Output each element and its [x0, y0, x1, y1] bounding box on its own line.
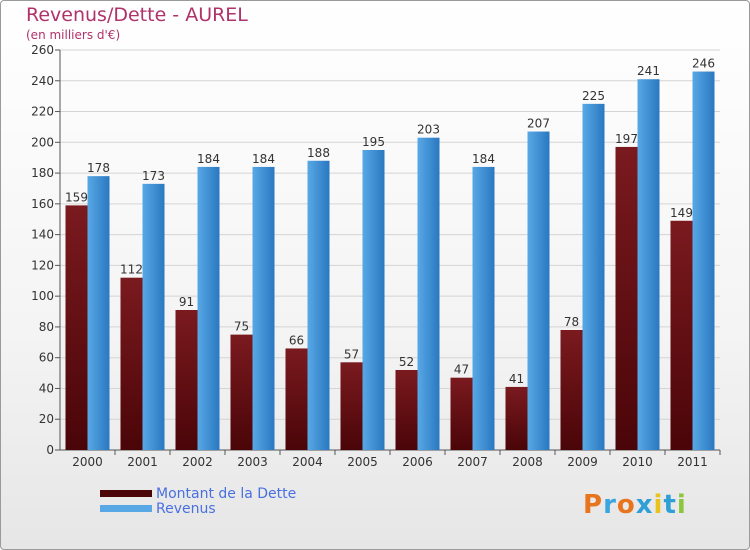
- chart-title: Revenus/Dette - AUREL: [26, 4, 248, 26]
- bar-revenus: [362, 150, 385, 450]
- x-tick-label: 2002: [182, 455, 213, 469]
- bar-dette: [230, 334, 253, 450]
- y-tick-label: 40: [39, 381, 54, 395]
- data-label-dette: 91: [179, 295, 194, 309]
- bar-dette: [285, 348, 308, 450]
- bar-dette: [450, 377, 473, 450]
- bar-revenus: [417, 137, 440, 450]
- x-tick-label: 2009: [567, 455, 598, 469]
- bar-revenus: [197, 166, 220, 450]
- data-label-dette: 149: [670, 206, 693, 220]
- data-label-dette: 78: [564, 315, 579, 329]
- y-tick-label: 200: [31, 135, 54, 149]
- legend-swatch-revenus: [100, 505, 152, 512]
- bar-dette: [670, 220, 693, 450]
- logo-letter: i: [653, 490, 664, 520]
- data-label-revenus: 184: [252, 152, 275, 166]
- data-label-revenus: 188: [307, 146, 330, 160]
- x-tick-label: 2006: [402, 455, 433, 469]
- bar-revenus: [527, 131, 550, 451]
- logo-letter: t: [663, 490, 677, 520]
- x-tick-label: 2011: [677, 455, 708, 469]
- bar-revenus: [87, 176, 110, 450]
- y-tick-label: 80: [39, 320, 54, 334]
- data-label-dette: 57: [344, 347, 359, 361]
- y-tick-label: 160: [31, 197, 54, 211]
- data-label-revenus: 207: [527, 117, 550, 131]
- y-tick-label: 0: [46, 443, 54, 457]
- y-tick-label: 20: [39, 412, 54, 426]
- bar-revenus: [692, 71, 715, 451]
- y-tick-label: 180: [31, 166, 54, 180]
- bars: [65, 71, 715, 451]
- bar-revenus: [252, 166, 275, 450]
- bar-dette: [615, 146, 638, 450]
- bar-dette: [560, 330, 583, 450]
- data-label-dette: 197: [615, 132, 638, 146]
- x-tick-label: 2008: [512, 455, 543, 469]
- data-label-revenus: 203: [417, 123, 440, 137]
- data-label-revenus: 184: [472, 152, 495, 166]
- data-label-dette: 52: [399, 355, 414, 369]
- x-tick-label: 2004: [292, 455, 323, 469]
- logo-letter: o: [616, 490, 636, 520]
- bar-dette: [505, 386, 528, 450]
- y-tick-label: 140: [31, 228, 54, 242]
- x-tick-label: 2000: [72, 455, 103, 469]
- y-tick-label: 220: [31, 105, 54, 119]
- logo-letter: i: [676, 490, 687, 520]
- legend-label-revenus: Revenus: [156, 501, 216, 517]
- y-tick-label: 120: [31, 258, 54, 272]
- x-tick-label: 2001: [127, 455, 158, 469]
- data-label-dette: 66: [289, 333, 304, 347]
- data-label-dette: 112: [120, 263, 143, 277]
- bar-revenus: [472, 166, 495, 450]
- bar-revenus: [637, 79, 660, 450]
- data-label-revenus: 178: [87, 161, 110, 175]
- y-tick-label: 60: [39, 351, 54, 365]
- bar-revenus: [582, 103, 605, 450]
- bar-dette: [395, 370, 418, 450]
- bar-dette: [120, 277, 143, 450]
- data-label-dette: 159: [65, 190, 88, 204]
- y-tick-label: 260: [31, 43, 54, 57]
- bar-dette: [340, 362, 363, 450]
- bar-revenus: [307, 160, 330, 450]
- x-tick-label: 2007: [457, 455, 488, 469]
- bar-dette: [65, 205, 88, 450]
- x-tick-label: 2003: [237, 455, 268, 469]
- axes: 0 20 40 60 80 100 120 140 160 180 200 220 240 260 2000…: [31, 43, 721, 469]
- legend-swatch-dette: [100, 490, 152, 497]
- bar-revenus: [142, 183, 165, 450]
- x-tick-label: 2005: [347, 455, 378, 469]
- data-labels: 159 178 112 173 91 184 75 184 66 188 57 195 52 203 47 1…: [65, 57, 715, 386]
- proxiti-logo: Proxiti: [583, 490, 687, 520]
- data-label-revenus: 225: [582, 89, 605, 103]
- data-label-revenus: 173: [142, 169, 165, 183]
- chart-subtitle: (en milliers d'€): [26, 28, 121, 42]
- logo-letter: x: [635, 490, 654, 520]
- logo-letter: P: [583, 490, 604, 520]
- bar-dette: [175, 310, 198, 450]
- data-label-dette: 47: [454, 363, 469, 377]
- data-label-revenus: 184: [197, 152, 220, 166]
- legend-label-dette: Montant de la Dette: [156, 486, 297, 502]
- data-label-revenus: 246: [692, 57, 715, 71]
- data-label-revenus: 241: [637, 64, 660, 78]
- data-label-dette: 75: [234, 320, 249, 334]
- grid-lines: [60, 49, 720, 451]
- x-tick-label: 2010: [622, 455, 653, 469]
- y-tick-label: 240: [31, 74, 54, 88]
- y-tick-label: 100: [31, 289, 54, 303]
- logo-letter: r: [603, 490, 617, 520]
- data-label-dette: 41: [509, 372, 524, 386]
- data-label-revenus: 195: [362, 135, 385, 149]
